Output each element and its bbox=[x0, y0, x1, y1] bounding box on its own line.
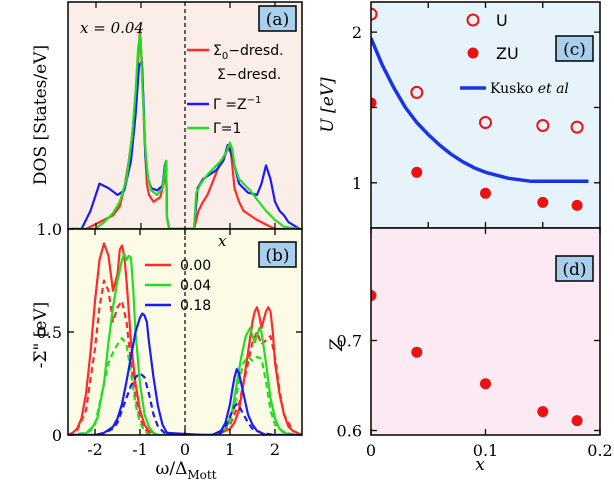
ytick-label-b-0: 0 bbox=[52, 426, 62, 445]
xtick-label-b-1: -1 bbox=[132, 440, 148, 459]
panel-d-ylabel: Z bbox=[327, 338, 347, 352]
legend-label-zu: ZU bbox=[496, 44, 519, 63]
data-point-c-zu-2 bbox=[480, 187, 491, 199]
xtick-label-d-0: 0 bbox=[366, 441, 376, 460]
panel-d-xlabel: x bbox=[475, 455, 485, 475]
series-line-a-z-1 bbox=[70, 59, 301, 229]
ytick-label-d-0: 0.6 bbox=[337, 422, 362, 441]
panel-a: x = 0.04 (a) Σ0−dresd. Σ−dresd. Γ =Z−1 Γ… bbox=[31, 1, 303, 230]
series-line-c-kusko-et-al bbox=[371, 37, 589, 184]
panel-d-data bbox=[371, 290, 583, 427]
panel-c-label: (c) bbox=[563, 40, 586, 60]
data-point-d-z-0 bbox=[371, 290, 377, 301]
data-point-c-u-3 bbox=[536, 119, 550, 132]
series-line-b-0-04-dashed bbox=[68, 337, 302, 435]
ytick-label-c-2: 2 bbox=[352, 23, 362, 42]
panel-b-label-box bbox=[258, 241, 297, 268]
xtick-label-b-2: 0 bbox=[180, 440, 190, 459]
panel-d-label-box bbox=[555, 255, 594, 282]
panel-a-annotation: x = 0.04 bbox=[80, 19, 144, 37]
data-point-d-z-1 bbox=[411, 346, 423, 358]
legend-label-kusko: Kusko et al bbox=[490, 81, 569, 97]
series-line-b-0-00 bbox=[68, 242, 302, 435]
xtick-label-b-4: 2 bbox=[270, 440, 280, 459]
panel-b-xlabel: ω/ΔMott bbox=[155, 459, 216, 482]
panel-a-curves bbox=[70, 28, 301, 229]
data-point-d-z-4 bbox=[571, 415, 583, 427]
data-point-d-z-2 bbox=[480, 378, 491, 390]
panel-c-ylabel: U [eV] bbox=[318, 77, 338, 133]
panel-a-label-box bbox=[258, 5, 297, 32]
legend-label-gamma-z: Γ =Z−1 bbox=[213, 95, 261, 113]
legend-label-004: 0.04 bbox=[180, 278, 211, 294]
panel-b-label: (b) bbox=[265, 246, 289, 266]
series-line-b-0-04 bbox=[68, 252, 302, 435]
panel-b-ylabel: -Σ" [eV] bbox=[31, 302, 51, 369]
panel-b-axes: 0 0.5 1.0 -2 -1 0 1 2 bbox=[37, 220, 302, 459]
xtick-label-d-1: 0.1 bbox=[473, 441, 498, 460]
panel-c-legend: U ZU Kusko et al bbox=[460, 11, 569, 97]
legend-marker-u bbox=[466, 13, 480, 27]
legend-label-sigma: Σ−dresd. bbox=[217, 67, 281, 83]
panel-a-ylabel: DOS [States/eV] bbox=[31, 45, 51, 185]
legend-title-x: x bbox=[218, 232, 227, 250]
xtick-label-b-0: -2 bbox=[87, 440, 103, 459]
legend-label-u: U bbox=[496, 11, 508, 30]
legend-marker-zu bbox=[467, 47, 479, 59]
ytick-label-c-0: 1 bbox=[352, 174, 362, 193]
data-point-c-u-0 bbox=[371, 7, 378, 21]
data-point-c-zu-1 bbox=[411, 166, 423, 178]
ytick-label-b-1: 0.5 bbox=[37, 323, 62, 342]
xtick-label-d-2: 0.2 bbox=[587, 441, 612, 460]
legend-label-sigma0: Σ0−dresd. bbox=[213, 43, 284, 62]
panel-c-label-box bbox=[555, 35, 594, 62]
panel-c: 12 (c) U ZU Kusko et al U [eV] bbox=[318, 1, 601, 229]
series-line-b-0-18 bbox=[68, 312, 302, 435]
panel-b-legend: x 0.00 0.04 0.18 bbox=[145, 232, 227, 314]
ytick-label-b-2: 1.0 bbox=[37, 220, 62, 239]
data-point-c-zu-4 bbox=[571, 199, 583, 211]
panel-d-label: (d) bbox=[562, 260, 586, 280]
data-point-c-u-1 bbox=[410, 85, 424, 99]
legend-label-000: 0.00 bbox=[180, 258, 211, 274]
panel-d-axes: 0.6 0.7 0 0.1 0.2 bbox=[337, 228, 613, 460]
panel-c-axes: 12 bbox=[352, 2, 600, 228]
data-point-c-zu-0 bbox=[371, 97, 377, 109]
panel-a-label: (a) bbox=[266, 10, 289, 30]
panel-c-data bbox=[371, 7, 589, 211]
series-line-b-0-18-dashed bbox=[68, 372, 302, 435]
series-line-a-1 bbox=[70, 32, 300, 229]
data-point-d-z-3 bbox=[537, 406, 549, 418]
panel-b-curves bbox=[68, 242, 302, 435]
panel-d: 0.6 0.7 0 0.1 0.2 (d) Z x bbox=[327, 227, 613, 475]
panel-b: 0 0.5 1.0 -2 -1 0 1 2 (b) x 0.00 0.04 0.18 -Σ" … bbox=[31, 220, 303, 482]
xtick-label-b-3: 1 bbox=[225, 440, 235, 459]
data-point-c-zu-3 bbox=[537, 196, 549, 208]
panel-a-legend: Σ0−dresd. Σ−dresd. Γ =Z−1 Γ=1 bbox=[187, 43, 284, 137]
data-point-c-u-4 bbox=[570, 120, 584, 134]
ytick-label-d-1: 0.7 bbox=[337, 332, 362, 351]
legend-label-018: 0.18 bbox=[180, 298, 211, 314]
data-point-c-u-2 bbox=[479, 116, 492, 129]
legend-label-gamma-1: Γ=1 bbox=[213, 121, 241, 137]
